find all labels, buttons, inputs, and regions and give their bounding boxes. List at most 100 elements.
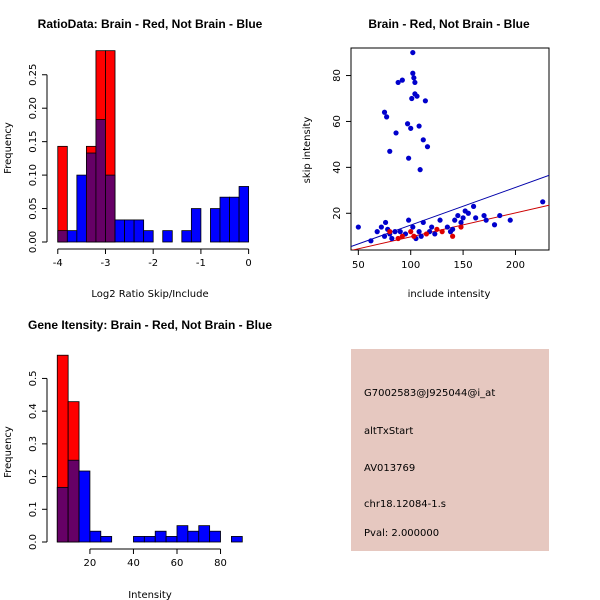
x-tick-label: -4 bbox=[53, 258, 63, 269]
x-tick-label: 50 bbox=[352, 260, 365, 271]
hist-bar-overlap bbox=[105, 174, 116, 243]
not-brain-point bbox=[378, 224, 384, 230]
not-brain-point bbox=[458, 219, 464, 226]
not-brain-point bbox=[410, 49, 416, 56]
not-brain-point bbox=[406, 155, 412, 161]
y-tick-label: 0.2 bbox=[28, 469, 39, 485]
not-brain-point bbox=[540, 199, 546, 205]
x-tick-label: 100 bbox=[401, 260, 420, 271]
y-tick-label: 0.4 bbox=[28, 403, 39, 419]
hist-bar-not-brain bbox=[165, 536, 178, 543]
not-brain-point bbox=[382, 219, 389, 226]
hist-bar-not-brain bbox=[162, 230, 173, 243]
brain-fit-line bbox=[351, 204, 549, 250]
not-brain-point bbox=[404, 121, 411, 127]
scatter-xlabel: include intensity bbox=[408, 289, 491, 300]
gene-histogram-title: Gene Itensity: Brain - Red, Not Brain - … bbox=[28, 318, 272, 332]
scatter-points bbox=[355, 49, 546, 244]
not-brain-point bbox=[399, 77, 405, 83]
brain-point bbox=[411, 233, 417, 239]
not-brain-point bbox=[381, 233, 388, 239]
not-brain-point bbox=[432, 231, 438, 237]
gene-histogram-axes: 20 40 60 80 0.0 0.1 0.2 0.3 0.4 0.5 bbox=[28, 370, 227, 569]
brain-point bbox=[458, 224, 464, 230]
hist-bar-not-brain bbox=[143, 230, 154, 243]
brain-point bbox=[387, 229, 393, 235]
y-tick-label: 0.10 bbox=[28, 164, 39, 186]
hist-bar-overlap bbox=[85, 152, 97, 243]
hist-bar-not-brain bbox=[229, 196, 240, 243]
y-tick-label: 0.25 bbox=[28, 64, 39, 86]
hist-bar-not-brain bbox=[198, 525, 211, 543]
not-brain-point bbox=[409, 95, 415, 102]
brain-point bbox=[450, 233, 456, 239]
ratio-histogram-bars bbox=[57, 50, 250, 243]
scatter-axes: 50 100 150 200 20 40 60 80 bbox=[332, 69, 525, 271]
ratio-histogram-title: RatioData: Brain - Red, Not Brain - Blue bbox=[38, 17, 263, 31]
x-tick-label: 40 bbox=[127, 558, 140, 569]
not-brain-point bbox=[417, 167, 423, 173]
brain-point bbox=[408, 229, 414, 235]
not-brain-point bbox=[455, 212, 461, 219]
ratio-histogram-axes: -4 -3 -2 -1 0 0.00 0.05 0.10 0.15 0.20 0.25 bbox=[28, 64, 252, 269]
hist-bar-not-brain bbox=[133, 219, 145, 243]
hist-bar-not-brain bbox=[181, 230, 192, 243]
x-tick-label: 20 bbox=[84, 558, 97, 569]
not-brain-point bbox=[473, 215, 479, 221]
brain-point bbox=[423, 231, 430, 237]
not-brain-point bbox=[483, 217, 489, 223]
not-brain-fit-line bbox=[351, 174, 549, 248]
not-brain-point bbox=[424, 144, 431, 150]
not-brain-point bbox=[491, 222, 498, 228]
hist-bar-not-brain bbox=[209, 530, 221, 543]
not-brain-point bbox=[497, 212, 503, 219]
not-brain-point bbox=[452, 217, 458, 223]
not-brain-point bbox=[414, 93, 420, 99]
scatter-ylabel: skip intensity bbox=[302, 117, 313, 184]
gene-histogram-panel: Gene Itensity: Brain - Red, Not Brain - … bbox=[3, 318, 272, 600]
pval-text: Pval: 2.000000 bbox=[364, 528, 439, 539]
not-brain-point bbox=[481, 212, 487, 219]
not-brain-point bbox=[384, 114, 390, 120]
not-brain-point bbox=[416, 229, 422, 235]
not-brain-point bbox=[470, 203, 477, 209]
hist-bar-not-brain bbox=[76, 174, 87, 243]
hist-bar-not-brain bbox=[78, 470, 91, 543]
not-brain-point bbox=[410, 224, 416, 230]
y-tick-label: 60 bbox=[332, 115, 343, 128]
hist-bar-not-brain bbox=[219, 196, 230, 243]
not-brain-point bbox=[420, 137, 426, 143]
hist-bar-not-brain bbox=[89, 530, 102, 543]
hist-bar-overlap bbox=[57, 230, 68, 243]
not-brain-point bbox=[374, 229, 380, 235]
hist-bar-not-brain bbox=[100, 536, 113, 543]
scatter-plot-frame bbox=[350, 47, 550, 251]
ratio-histogram-ylabel: Frequency bbox=[3, 122, 14, 174]
not-brain-point bbox=[437, 217, 443, 223]
brain-point bbox=[399, 233, 405, 239]
brain-point bbox=[434, 226, 440, 232]
probe-id-text: G7002583@J925044@i_at bbox=[364, 388, 495, 399]
accession-text: AV013769 bbox=[364, 463, 415, 474]
y-tick-label: 0.20 bbox=[28, 97, 39, 119]
y-tick-label: 40 bbox=[332, 161, 343, 174]
probe-info-background bbox=[351, 349, 549, 551]
hist-bar-brain bbox=[57, 145, 68, 243]
not-brain-point bbox=[418, 233, 424, 239]
y-tick-label: 0.5 bbox=[28, 370, 39, 386]
hist-bar-not-brain bbox=[154, 530, 167, 543]
y-tick-label: 0.05 bbox=[28, 197, 39, 219]
hist-bar-not-brain bbox=[133, 536, 145, 543]
x-tick-label: -3 bbox=[100, 258, 110, 269]
y-tick-label: 0.1 bbox=[28, 501, 39, 517]
y-tick-label: 20 bbox=[332, 207, 343, 220]
not-brain-point bbox=[387, 148, 393, 154]
brain-point bbox=[439, 229, 445, 235]
hist-bar-not-brain bbox=[210, 208, 221, 243]
not-brain-point bbox=[429, 224, 435, 230]
y-tick-label: 0.0 bbox=[28, 534, 39, 550]
hist-bar-not-brain bbox=[143, 536, 156, 543]
hist-bar-overlap bbox=[95, 119, 106, 243]
y-tick-label: 0.3 bbox=[28, 436, 39, 452]
scatter-panel: Brain - Red, Not Brain - Blue include in… bbox=[302, 17, 550, 300]
